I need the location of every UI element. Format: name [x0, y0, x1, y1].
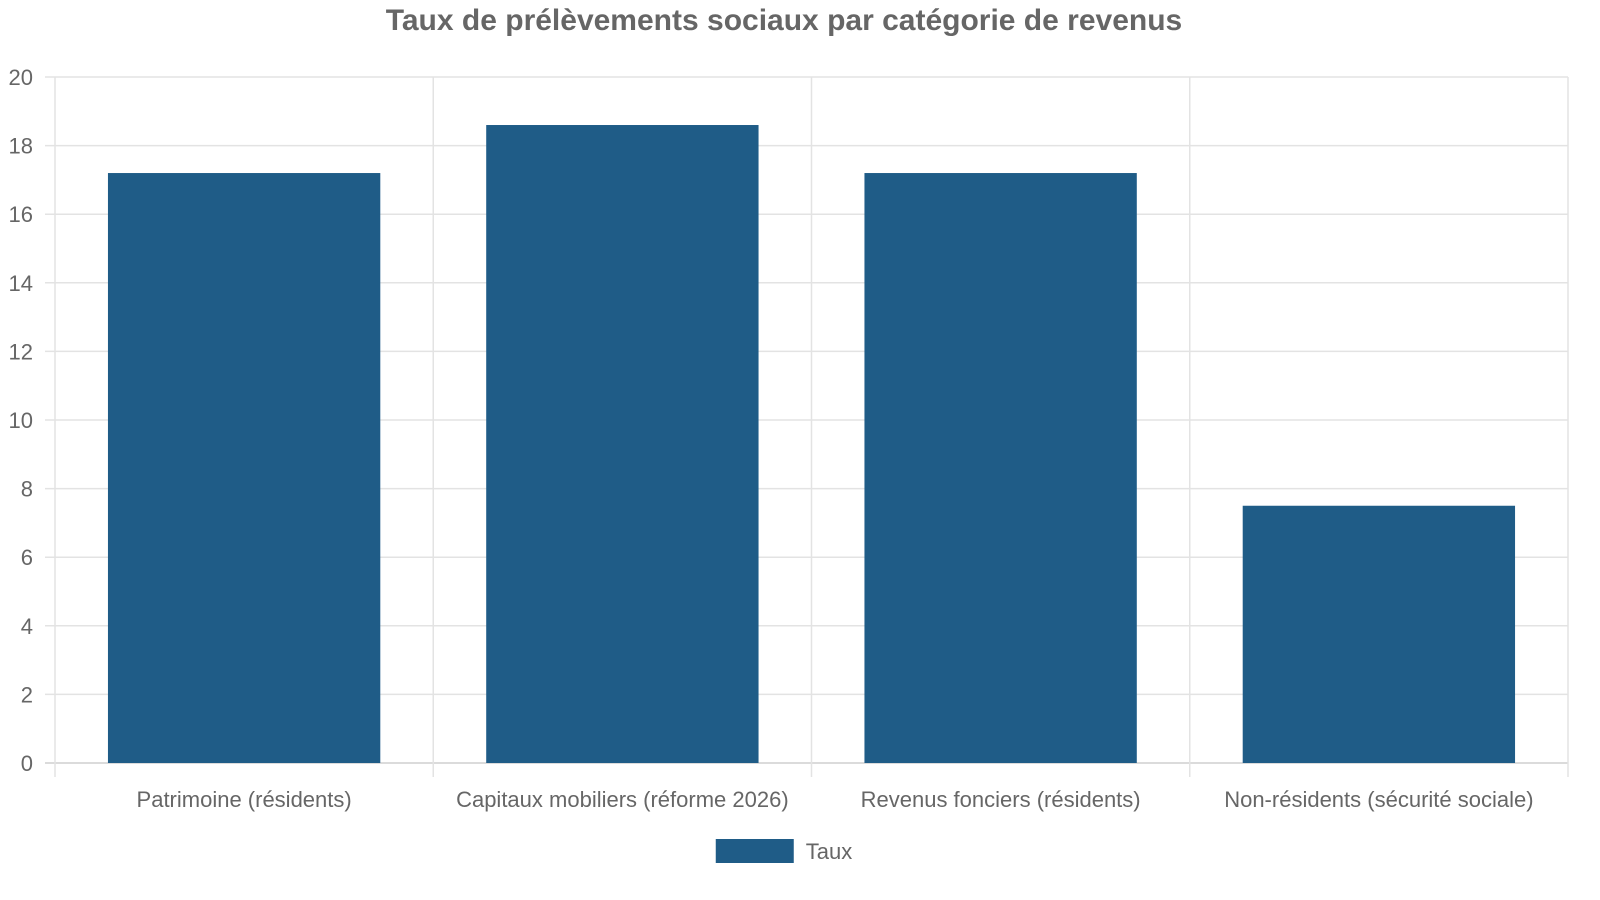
y-tick-label: 18 — [9, 134, 33, 159]
y-tick-label: 0 — [21, 751, 33, 776]
y-tick-label: 20 — [9, 65, 33, 90]
x-tick-label: Non-résidents (sécurité sociale) — [1224, 787, 1533, 812]
x-tick-label: Capitaux mobiliers (réforme 2026) — [456, 787, 789, 812]
y-tick-label: 6 — [21, 545, 33, 570]
y-tick-label: 8 — [21, 477, 33, 502]
y-tick-label: 4 — [21, 614, 33, 639]
legend[interactable]: Taux — [715, 839, 852, 864]
legend-label: Taux — [806, 839, 852, 864]
axis-layer: 0 2 4 6 8 10 12 14 16 18 20 Patrimoine (résidents) C… — [9, 65, 1534, 812]
x-tick-label: Revenus fonciers (résidents) — [861, 787, 1141, 812]
bar[interactable] — [486, 125, 759, 763]
bar[interactable] — [107, 173, 381, 764]
y-tick-label: 10 — [9, 408, 33, 433]
y-tick-label: 14 — [9, 271, 33, 296]
bars-layer — [107, 125, 1516, 764]
y-tick-label: 16 — [9, 202, 33, 227]
y-tick-label: 2 — [21, 682, 33, 707]
x-tick-label: Patrimoine (résidents) — [137, 787, 352, 812]
legend-swatch[interactable] — [715, 839, 794, 863]
y-tick-label: 12 — [9, 339, 33, 364]
chart-title: Taux de prélèvements sociaux par catégor… — [386, 4, 1182, 37]
bar[interactable] — [864, 173, 1137, 764]
bar[interactable] — [1242, 505, 1516, 763]
